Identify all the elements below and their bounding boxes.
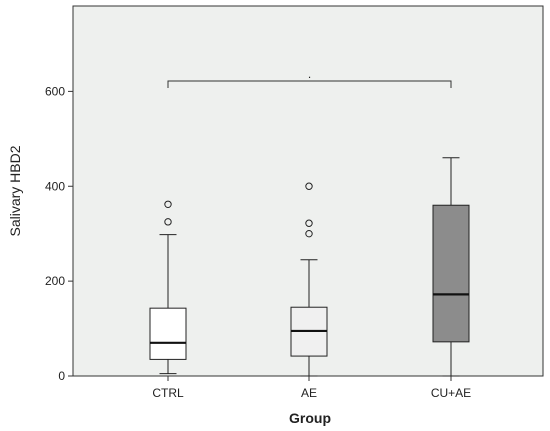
box-iqr xyxy=(432,204,470,343)
y-tick-label: 400 xyxy=(45,179,65,193)
x-axis-title: Group xyxy=(289,410,331,426)
y-axis-title: Salivary HBD2 xyxy=(7,145,23,236)
box-iqr xyxy=(149,307,187,360)
box-ae xyxy=(290,182,328,377)
significance-bracket: . xyxy=(167,67,452,88)
y-tick-label: 600 xyxy=(45,84,65,98)
box-series xyxy=(149,157,470,377)
y-tick-label: 200 xyxy=(45,274,65,288)
box-cu-ae xyxy=(432,157,470,377)
y-tick-label: 0 xyxy=(58,369,65,383)
box-ctrl xyxy=(149,200,187,375)
x-tick-label: CU+AE xyxy=(431,386,471,400)
outlier-point xyxy=(305,229,313,238)
significance-label: . xyxy=(308,67,311,81)
x-tick-label: AE xyxy=(301,386,317,400)
outlier-point xyxy=(164,200,172,208)
outlier-point xyxy=(305,182,313,190)
x-axis: CTRL AE CU+AE xyxy=(152,376,471,400)
bracket-line xyxy=(167,80,452,88)
y-axis: 0 200 400 600 xyxy=(45,84,73,383)
outlier-point xyxy=(164,218,172,226)
x-tick-label: CTRL xyxy=(152,386,184,400)
outlier-point xyxy=(305,219,313,227)
